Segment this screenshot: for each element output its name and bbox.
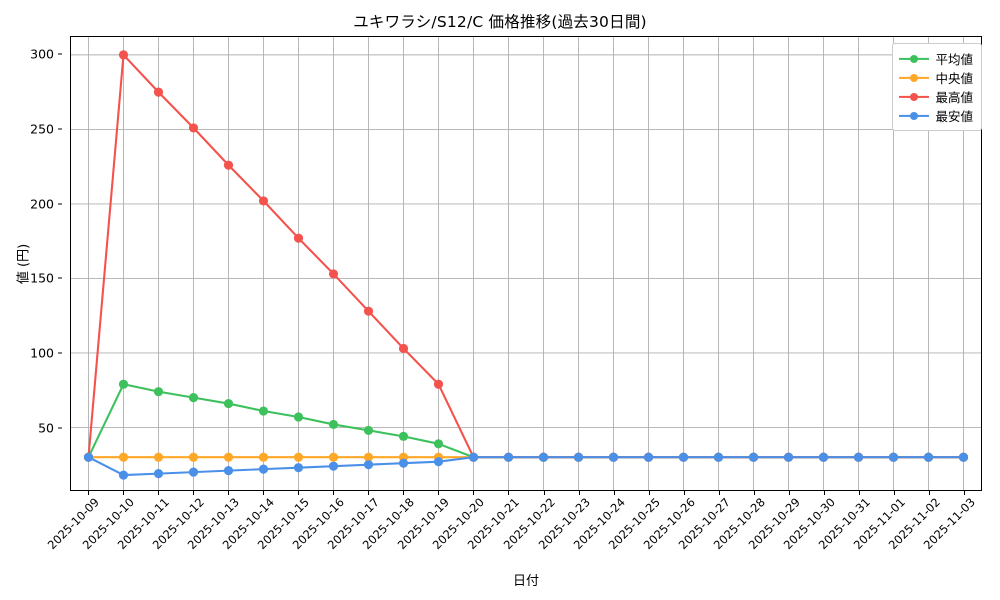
x-tick-mark — [87, 491, 89, 495]
legend-label: 最高値 — [935, 90, 973, 105]
legend-label: 平均値 — [935, 52, 973, 67]
x-tick-mark — [789, 491, 791, 495]
x-tick-mark — [333, 491, 335, 495]
y-axis-ticks: 50 100 150 200 250 300 — [0, 36, 62, 491]
legend-dot — [910, 111, 919, 120]
y-tick-mark — [58, 53, 62, 55]
y-tick-label: 150 — [30, 270, 54, 286]
y-tick-mark — [58, 277, 62, 279]
x-tick-mark — [613, 491, 615, 495]
x-tick-mark — [262, 491, 264, 495]
x-tick-mark — [157, 491, 159, 495]
x-axis-label: 日付 — [512, 574, 539, 589]
chart-title: ユキワラシ/S12/C 価格推移(過去30日間) — [353, 13, 647, 31]
y-tick-mark — [58, 352, 62, 354]
chart-legend: 平均値中央値最高値最安値 — [892, 43, 982, 131]
y-tick-mark — [58, 128, 62, 130]
legend-dot — [910, 92, 919, 101]
y-tick-label: 50 — [38, 420, 54, 436]
legend-marker-icon — [899, 110, 930, 122]
x-tick-mark — [718, 491, 720, 495]
x-tick-mark — [543, 491, 545, 495]
x-tick-mark — [508, 491, 510, 495]
series-3 — [83, 452, 969, 480]
x-tick-mark — [192, 491, 194, 495]
x-tick-mark — [648, 491, 650, 495]
plot-area — [70, 36, 982, 491]
y-tick-label: 100 — [30, 345, 54, 361]
x-tick-mark — [964, 491, 966, 495]
x-tick-mark — [929, 491, 931, 495]
y-tick-mark — [58, 427, 62, 429]
x-tick-mark — [894, 491, 896, 495]
y-tick-label: 300 — [30, 46, 54, 62]
grid-lines — [71, 37, 981, 490]
legend-item-3[interactable]: 最安値 — [899, 106, 973, 125]
data-series-layer — [83, 50, 969, 480]
x-tick-mark — [824, 491, 826, 495]
legend-marker-icon — [899, 72, 930, 84]
legend-marker-icon — [899, 53, 930, 65]
x-tick-mark — [754, 491, 755, 495]
legend-dot — [910, 54, 919, 63]
x-tick-mark — [403, 491, 405, 495]
x-tick-mark — [578, 491, 580, 495]
x-axis-ticks: 2025-10-09 2025-10-10 2025-10-11 2025-10-12… — [44, 491, 982, 569]
x-tick-mark — [227, 491, 229, 495]
x-tick-mark — [473, 491, 475, 495]
legend-item-2[interactable]: 最高値 — [899, 87, 973, 106]
y-tick-mark — [58, 203, 62, 205]
x-tick-mark — [859, 491, 861, 495]
legend-label: 中央値 — [935, 71, 973, 86]
y-tick-label: 250 — [30, 121, 54, 137]
series-0 — [83, 379, 969, 462]
y-tick-label: 200 — [30, 196, 54, 212]
x-tick-mark — [122, 491, 124, 495]
legend-dot — [910, 73, 919, 82]
x-tick-mark — [368, 491, 370, 495]
legend-item-0[interactable]: 平均値 — [899, 49, 973, 68]
x-tick-mark — [438, 491, 440, 495]
legend-item-1[interactable]: 中央値 — [899, 68, 973, 87]
series-2 — [83, 50, 969, 462]
legend-marker-icon — [899, 91, 930, 103]
x-tick-mark — [298, 491, 299, 495]
x-tick-mark — [683, 491, 685, 495]
legend-label: 最安値 — [935, 109, 973, 124]
